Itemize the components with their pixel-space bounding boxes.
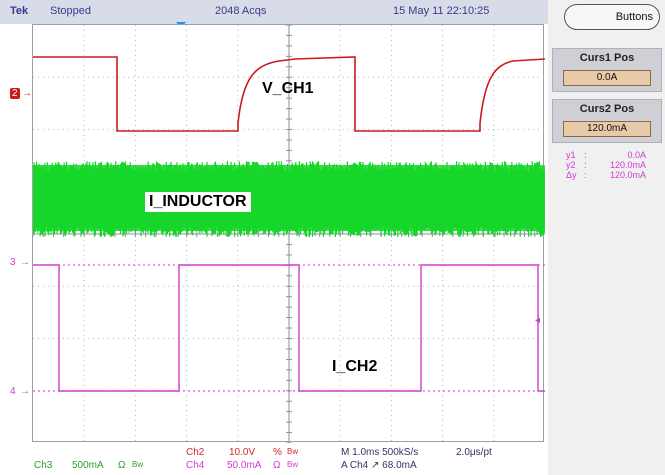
ch2-label[interactable]: Ch2: [186, 447, 205, 458]
ch3-arrow-icon: →: [20, 257, 30, 268]
readout-value-dy: 120.0mA: [609, 170, 646, 180]
channel-settings-bar: Ch2 10.0V % Bw Ch3 500mA Ω Bw Ch4 50.0mA…: [0, 443, 548, 475]
graticule-svg: [33, 25, 545, 443]
readout-value-y1: 0.0A: [627, 150, 646, 160]
ch4-coupling-icon: Ω: [273, 460, 281, 471]
acquisition-status: Stopped: [50, 5, 91, 17]
ch3-bandwidth-icon: Bw: [132, 460, 144, 469]
brand-label: Tek: [10, 5, 29, 17]
ch4-ground-marker[interactable]: 4: [10, 386, 16, 397]
ch3-scale[interactable]: 500mA: [72, 460, 104, 471]
curs1-pos-title: Curs1 Pos: [579, 52, 635, 64]
label-v-ch1: V_CH1: [262, 80, 314, 97]
waveform-graticule[interactable]: [32, 24, 545, 443]
acquisition-count: 2048 Acqs: [215, 5, 267, 17]
ch4-scale[interactable]: 50.0mA: [227, 460, 262, 471]
status-bar: Tek Stopped 2048 Acqs 15 May 11 22:10:25: [0, 0, 548, 24]
ch2-scale[interactable]: 10.0V: [229, 447, 256, 458]
ch2-coupling-icon: %: [273, 447, 282, 458]
ch3-coupling-icon: Ω: [118, 460, 126, 471]
ch2-bandwidth-icon: Bw: [287, 447, 299, 456]
curs1-pos-panel[interactable]: Curs1 Pos 0.0A: [552, 48, 662, 92]
curs1-pos-value[interactable]: 0.0A: [563, 70, 651, 86]
ch2-ground-marker[interactable]: 2: [10, 88, 20, 99]
readout-row-dy: Δy : 120.0mA: [566, 170, 646, 180]
trace-ch3-band-fill: [33, 165, 545, 231]
label-i-inductor: I_INDUCTOR: [145, 192, 251, 212]
curs2-pos-value[interactable]: 120.0mA: [563, 121, 651, 137]
timebase-readout[interactable]: M 1.0ms 500kS/s: [341, 447, 419, 458]
cursor-readout: y1 : 0.0A y2 : 120.0mA Δy : 120.0mA: [566, 150, 646, 180]
ch3-label[interactable]: Ch3: [34, 460, 53, 471]
curs2-pos-title: Curs2 Pos: [579, 103, 635, 115]
readout-key-y1: y1: [566, 150, 576, 160]
trigger-level-marker[interactable]: ◂: [535, 315, 541, 326]
ch4-arrow-icon: →: [20, 386, 30, 397]
curs2-pos-panel[interactable]: Curs2 Pos 120.0mA: [552, 99, 662, 143]
trace-ch4-current: [33, 264, 545, 392]
trace-ch2-voltage: [33, 56, 545, 132]
readout-value-y2: 120.0mA: [609, 160, 646, 170]
buttons-button[interactable]: Buttons: [564, 4, 660, 30]
ch2-arrow-icon: →: [22, 88, 32, 99]
readout-key-dy: Δy: [566, 170, 577, 180]
readout-key-y2: y2: [566, 160, 576, 170]
readout-row-y1: y1 : 0.0A: [566, 150, 646, 160]
sample-resolution: 2.0μs/pt: [456, 447, 492, 458]
date-time: 15 May 11 22:10:25: [393, 5, 490, 17]
ch4-label[interactable]: Ch4: [186, 460, 205, 471]
trigger-readout[interactable]: A Ch4 ↗ 68.0mA: [341, 460, 417, 471]
ch3-ground-marker[interactable]: 3: [10, 257, 16, 268]
label-i-ch2: I_CH2: [332, 358, 378, 375]
ch4-bandwidth-icon: Bw: [287, 460, 299, 469]
readout-row-y2: y2 : 120.0mA: [566, 160, 646, 170]
